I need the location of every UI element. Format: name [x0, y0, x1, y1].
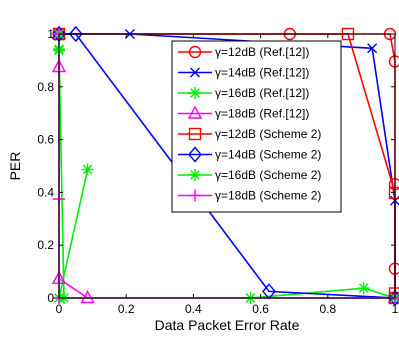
legend-label-5: γ=14dB (Scheme 2) — [215, 148, 321, 162]
x-tick-label-3: 0.6 — [252, 302, 269, 316]
legend-item-0: γ=12dB (Ref.[12]) — [178, 45, 309, 59]
legend-marker-5 — [188, 146, 202, 163]
legend-item-2: γ=16dB (Ref.[12]) — [178, 86, 309, 100]
legend-label-3: γ=18dB (Ref.[12]) — [215, 107, 309, 121]
y-axis-label: PER — [7, 152, 23, 181]
legend-item-4: γ=12dB (Scheme 2) — [178, 127, 321, 141]
plot-frame — [58, 33, 396, 299]
legend-marker-2 — [189, 87, 201, 99]
x-tick-label-0: 0 — [56, 302, 63, 316]
y-tick-label-0: 0 — [47, 291, 54, 305]
x-tick-label-4: 0.8 — [319, 302, 336, 316]
series-6-point-3 — [81, 163, 94, 176]
x-tick-label-1: 0.2 — [118, 302, 135, 316]
legend-item-7: γ=18dB (Scheme 2) — [178, 189, 321, 203]
y-tick-label-4: 0.8 — [37, 80, 54, 94]
x-ticks: 0 0.2 0.4 0.6 0.8 1 — [56, 34, 399, 316]
legend-label-2: γ=16dB (Ref.[12]) — [215, 86, 309, 100]
legend-marker-7 — [189, 189, 201, 202]
y-ticks: 0 0.2 0.4 0.6 0.8 1 — [37, 27, 395, 305]
y-tick-label-5: 1 — [47, 27, 54, 41]
legend-label-0: γ=12dB (Ref.[12]) — [215, 45, 309, 59]
legend-item-1: γ=14dB (Ref.[12]) — [178, 66, 309, 80]
legend-item-5: γ=14dB (Scheme 2) — [178, 146, 321, 163]
series-1-point-2 — [367, 43, 378, 54]
legend-marker-4 — [188, 127, 202, 141]
legend-marker-6 — [189, 169, 201, 181]
legend-label-4: γ=12dB (Scheme 2) — [215, 127, 321, 141]
y-tick-label-3: 0.6 — [37, 133, 54, 147]
legend-box — [171, 40, 342, 213]
legend-item-6: γ=16dB (Scheme 2) — [178, 168, 321, 182]
x-tick-label-2: 0.4 — [185, 302, 202, 316]
series-5-point-3 — [388, 289, 399, 307]
x-axis-label: Data Packet Error Rate — [155, 317, 300, 333]
series-5-point-1 — [68, 25, 83, 43]
legend-marker-0 — [188, 45, 202, 59]
y-tick-label-2: 0.4 — [37, 185, 54, 199]
legend-item-3: γ=18dB (Ref.[12]) — [178, 105, 309, 121]
legend: γ=12dB (Ref.[12]) γ=14dB (Ref.[12]) γ=16dB… — [171, 40, 342, 213]
legend-label-6: γ=16dB (Scheme 2) — [215, 168, 321, 182]
y-tick-label-1: 0.2 — [37, 238, 54, 252]
legend-label-7: γ=18dB (Scheme 2) — [215, 189, 321, 203]
legend-marker-3 — [187, 105, 203, 119]
legend-marker-1 — [190, 67, 200, 78]
series-3-point-3 — [80, 290, 95, 304]
legend-label-1: γ=14dB (Ref.[12]) — [215, 66, 309, 80]
series-2-point-6 — [357, 282, 370, 295]
x-tick-label-5: 1 — [392, 302, 399, 316]
